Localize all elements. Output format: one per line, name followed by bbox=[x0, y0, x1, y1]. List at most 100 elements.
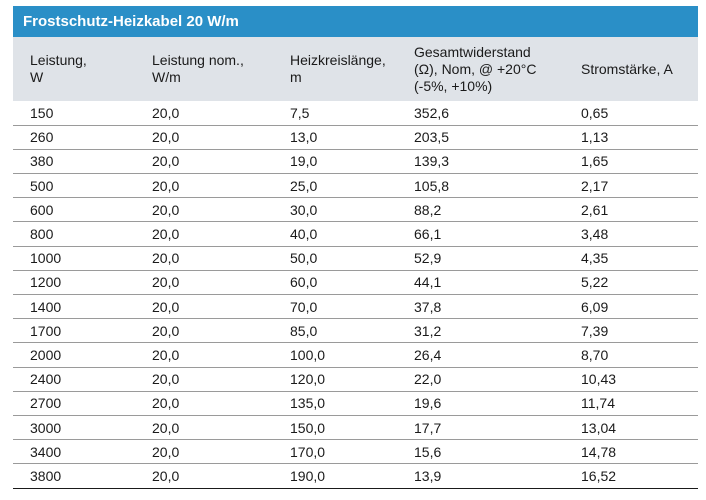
table-cell: 66,1 bbox=[397, 221, 564, 247]
table-cell: 20,0 bbox=[135, 391, 273, 416]
column-header: Gesamtwiderstand (Ω), Nom, @ +20°C (-5%, +… bbox=[397, 37, 564, 101]
table-row: 1700 20,0 85,0 31,2 7,39 bbox=[13, 318, 698, 344]
table-cell: 352,6 bbox=[397, 101, 564, 126]
table-cell: 1,65 bbox=[564, 149, 698, 175]
table-row: 1200 20,0 60,0 44,1 5,22 bbox=[13, 270, 698, 296]
table-cell: 20,0 bbox=[135, 318, 273, 344]
table-cell: 1000 bbox=[13, 246, 135, 271]
table-cell: 17,7 bbox=[397, 415, 564, 441]
table-row: 2700 20,0 135,0 19,6 11,74 bbox=[13, 391, 698, 416]
table-cell: 85,0 bbox=[273, 318, 397, 344]
table-cell: 20,0 bbox=[135, 439, 273, 465]
table-cell: 380 bbox=[13, 149, 135, 175]
table-cell: 3000 bbox=[13, 415, 135, 441]
table-cell: 70,0 bbox=[273, 294, 397, 320]
table-cell: 13,9 bbox=[397, 463, 564, 489]
table-cell: 0,65 bbox=[564, 101, 698, 126]
table-cell: 1200 bbox=[13, 270, 135, 296]
table-row: 800 20,0 40,0 66,1 3,48 bbox=[13, 221, 698, 247]
table-row: 380 20,0 19,0 139,3 1,65 bbox=[13, 149, 698, 175]
table-cell: 150,0 bbox=[273, 415, 397, 441]
table-cell: 52,9 bbox=[397, 246, 564, 271]
table-cell: 13,04 bbox=[564, 415, 698, 441]
table-row: 600 20,0 30,0 88,2 2,61 bbox=[13, 197, 698, 223]
table-cell: 3400 bbox=[13, 439, 135, 465]
table-row: 3800 20,0 190,0 13,9 16,52 bbox=[13, 463, 698, 489]
table-cell: 2000 bbox=[13, 342, 135, 368]
table-cell: 20,0 bbox=[135, 415, 273, 441]
table-row: 3000 20,0 150,0 17,7 13,04 bbox=[13, 415, 698, 441]
column-header: Leistung, W bbox=[13, 37, 135, 101]
table-cell: 600 bbox=[13, 197, 135, 223]
table-cell: 16,52 bbox=[564, 463, 698, 489]
header-row: Leistung, W Leistung nom., W/m Heizkreisläng… bbox=[13, 37, 698, 101]
table-cell: 260 bbox=[13, 125, 135, 150]
table-cell: 20,0 bbox=[135, 463, 273, 489]
spec-table: Leistung, W Leistung nom., W/m Heizkreisläng… bbox=[13, 37, 698, 489]
column-header-line: Leistung, bbox=[30, 52, 87, 68]
table-cell: 15,6 bbox=[397, 439, 564, 465]
table-cell: 44,1 bbox=[397, 270, 564, 296]
table-cell: 20,0 bbox=[135, 125, 273, 150]
table-cell: 60,0 bbox=[273, 270, 397, 296]
table-cell: 8,70 bbox=[564, 342, 698, 368]
table-title: Frostschutz-Heizkabel 20 W/m bbox=[13, 6, 698, 37]
spec-table-container: Frostschutz-Heizkabel 20 W/m Leistung, W L… bbox=[13, 6, 698, 489]
table-cell: 7,5 bbox=[273, 101, 397, 126]
table-cell: 4,35 bbox=[564, 246, 698, 271]
table-row: 1000 20,0 50,0 52,9 4,35 bbox=[13, 246, 698, 271]
table-cell: 20,0 bbox=[135, 270, 273, 296]
column-header: Leistung nom., W/m bbox=[135, 37, 273, 101]
table-row: 2400 20,0 120,0 22,0 10,43 bbox=[13, 367, 698, 392]
table-cell: 500 bbox=[13, 173, 135, 199]
table-row: 500 20,0 25,0 105,8 2,17 bbox=[13, 173, 698, 199]
table-row: 3400 20,0 170,0 15,6 14,78 bbox=[13, 439, 698, 465]
table-cell: 100,0 bbox=[273, 342, 397, 368]
table-cell: 20,0 bbox=[135, 101, 273, 126]
table-cell: 37,8 bbox=[397, 294, 564, 320]
table-cell: 20,0 bbox=[135, 149, 273, 175]
table-cell: 2,17 bbox=[564, 173, 698, 199]
table-row: 1400 20,0 70,0 37,8 6,09 bbox=[13, 294, 698, 320]
table-cell: 50,0 bbox=[273, 246, 397, 271]
table-cell: 30,0 bbox=[273, 197, 397, 223]
table-cell: 2700 bbox=[13, 391, 135, 416]
column-header-line: m bbox=[290, 69, 302, 85]
table-body: 150 20,0 7,5 352,6 0,65 260 20,0 13,0 203,5 1,13 3… bbox=[13, 101, 698, 489]
table-cell: 25,0 bbox=[273, 173, 397, 199]
table-cell: 20,0 bbox=[135, 173, 273, 199]
table-cell: 135,0 bbox=[273, 391, 397, 416]
table-cell: 19,6 bbox=[397, 391, 564, 416]
table-cell: 13,0 bbox=[273, 125, 397, 150]
table-cell: 150 bbox=[13, 101, 135, 126]
column-header-line: (Ω), Nom, @ +20°C bbox=[414, 60, 537, 77]
table-cell: 20,0 bbox=[135, 367, 273, 392]
table-cell: 190,0 bbox=[273, 463, 397, 489]
table-cell: 20,0 bbox=[135, 294, 273, 320]
table-cell: 19,0 bbox=[273, 149, 397, 175]
column-header: Heizkreislänge, m bbox=[273, 37, 397, 101]
table-cell: 26,4 bbox=[397, 342, 564, 368]
table-row: 2000 20,0 100,0 26,4 8,70 bbox=[13, 342, 698, 368]
table-cell: 120,0 bbox=[273, 367, 397, 392]
table-row: 260 20,0 13,0 203,5 1,13 bbox=[13, 125, 698, 150]
table-cell: 22,0 bbox=[397, 367, 564, 392]
table-cell: 6,09 bbox=[564, 294, 698, 320]
table-cell: 800 bbox=[13, 221, 135, 247]
table-cell: 203,5 bbox=[397, 125, 564, 150]
table-cell: 2,61 bbox=[564, 197, 698, 223]
table-cell: 1700 bbox=[13, 318, 135, 344]
table-row: 150 20,0 7,5 352,6 0,65 bbox=[13, 101, 698, 126]
table-cell: 2400 bbox=[13, 367, 135, 392]
table-cell: 88,2 bbox=[397, 197, 564, 223]
column-header-line: Heizkreislänge, bbox=[290, 52, 386, 68]
table-cell: 3800 bbox=[13, 463, 135, 489]
table-cell: 14,78 bbox=[564, 439, 698, 465]
column-header-line: (-5%, +10%) bbox=[414, 77, 493, 94]
table-cell: 20,0 bbox=[135, 342, 273, 368]
table-cell: 20,0 bbox=[135, 197, 273, 223]
column-header: Stromstärke, A bbox=[564, 37, 698, 101]
table-cell: 7,39 bbox=[564, 318, 698, 344]
table-cell: 170,0 bbox=[273, 439, 397, 465]
table-cell: 31,2 bbox=[397, 318, 564, 344]
